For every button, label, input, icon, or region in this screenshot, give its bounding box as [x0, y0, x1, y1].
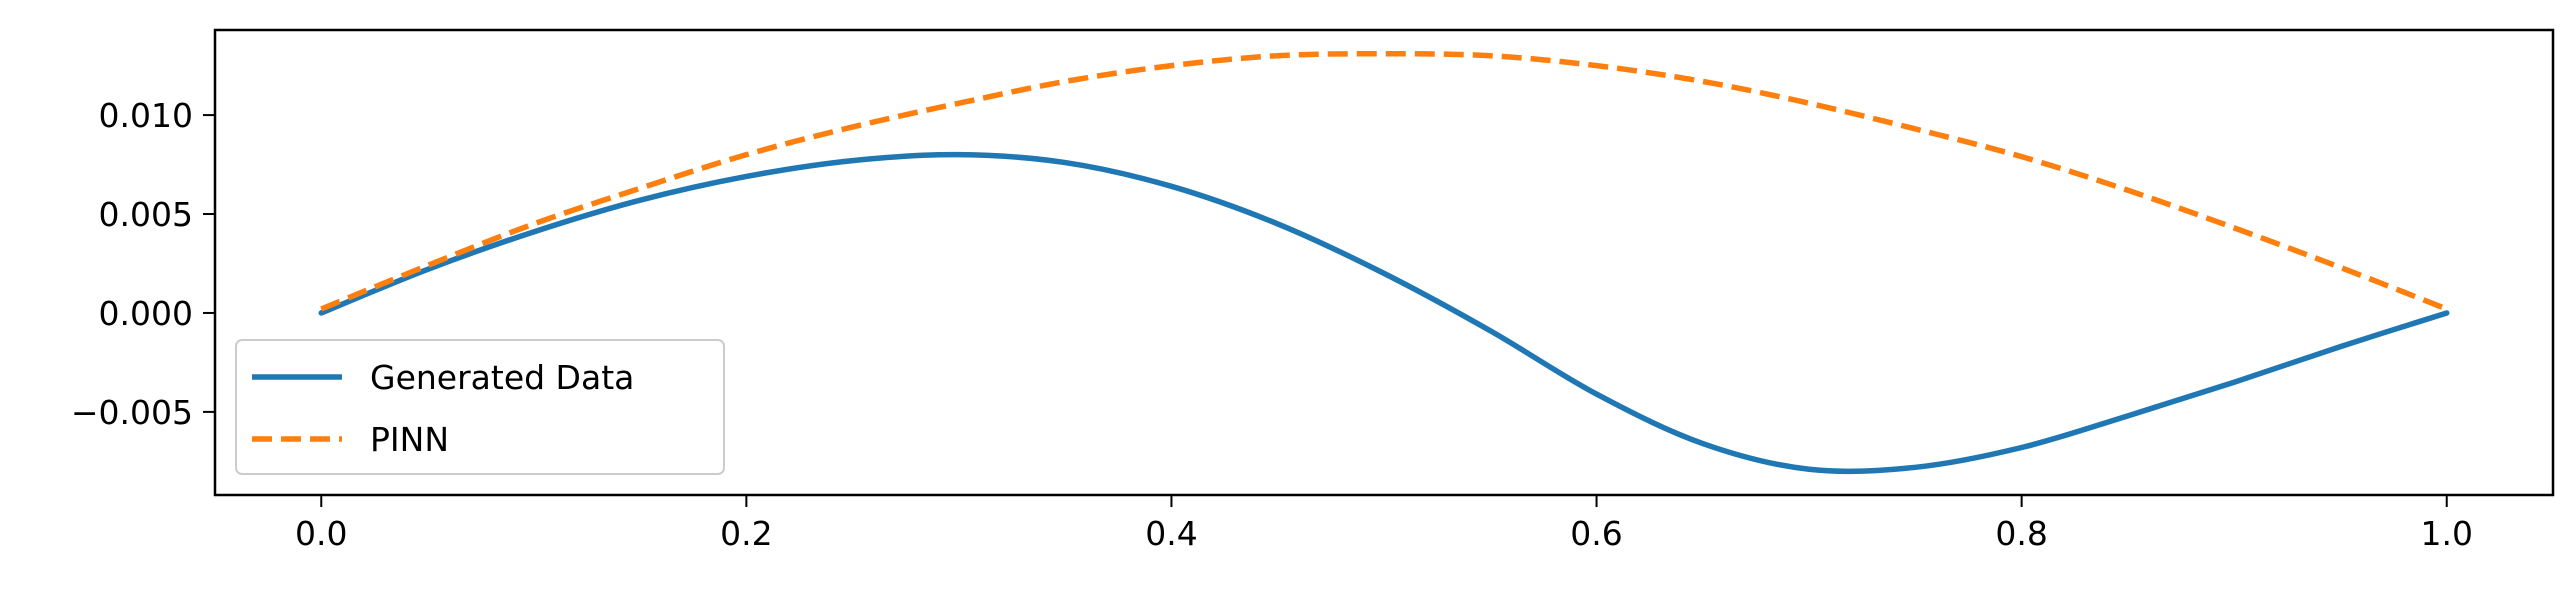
series-layer: [318, 50, 2450, 475]
x-tick-label: 1.0: [2420, 514, 2472, 553]
legend-label-generated-data: Generated Data: [370, 358, 634, 397]
x-tick-label: 0.6: [1570, 514, 1622, 553]
legend: Generated Data PINN: [235, 339, 725, 475]
y-axis: −0.005 0.000 0.005 0.010: [71, 96, 215, 432]
plot-frame: [213, 28, 2555, 497]
series-line-generated-data: [318, 151, 2450, 475]
x-tick-label: 0.2: [720, 514, 772, 553]
legend-box: [235, 339, 725, 475]
y-tick-label: −0.005: [71, 393, 193, 432]
y-tick-label: 0.005: [99, 195, 193, 234]
x-axis: 0.0 0.2 0.4 0.6 0.8 1.0: [295, 495, 2473, 553]
x-tick-label: 0.0: [295, 514, 347, 553]
y-tick-label: 0.010: [99, 96, 193, 135]
y-tick-label: 0.000: [99, 294, 193, 333]
x-tick-label: 0.4: [1145, 514, 1197, 553]
x-tick-label: 0.8: [1995, 514, 2047, 553]
legend-label-pinn: PINN: [370, 420, 449, 459]
